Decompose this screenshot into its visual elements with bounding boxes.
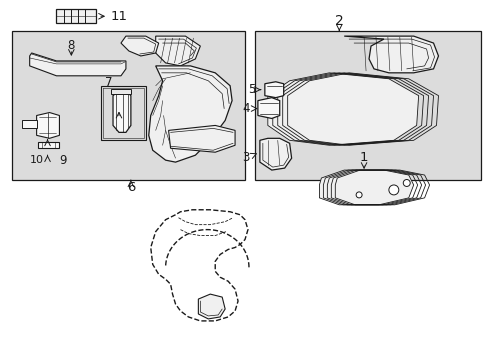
Text: 5: 5	[248, 83, 255, 96]
Polygon shape	[198, 294, 224, 319]
Circle shape	[388, 185, 398, 195]
Text: 1: 1	[359, 151, 367, 164]
Polygon shape	[38, 142, 60, 148]
Text: 4: 4	[242, 102, 249, 115]
Polygon shape	[113, 91, 131, 132]
Text: 7: 7	[105, 76, 113, 89]
Polygon shape	[168, 125, 235, 152]
Circle shape	[355, 192, 361, 198]
Text: 10: 10	[30, 155, 43, 165]
Text: 9: 9	[60, 154, 67, 167]
Polygon shape	[267, 73, 418, 145]
Polygon shape	[264, 82, 283, 98]
Polygon shape	[21, 121, 37, 129]
Circle shape	[403, 180, 409, 186]
Polygon shape	[344, 36, 438, 73]
Polygon shape	[257, 98, 279, 118]
Polygon shape	[111, 89, 131, 94]
Polygon shape	[148, 66, 232, 162]
Polygon shape	[30, 53, 126, 76]
Polygon shape	[37, 113, 60, 138]
Polygon shape	[319, 170, 413, 205]
Polygon shape	[259, 138, 291, 170]
Polygon shape	[56, 9, 96, 23]
Text: 8: 8	[67, 39, 75, 51]
Text: 6: 6	[126, 181, 135, 194]
Polygon shape	[121, 36, 158, 56]
Polygon shape	[155, 36, 200, 66]
Text: 2: 2	[334, 14, 343, 28]
Bar	[12, 31, 244, 180]
Text: 11: 11	[110, 10, 127, 23]
Text: 3: 3	[242, 151, 249, 164]
Bar	[254, 31, 480, 180]
